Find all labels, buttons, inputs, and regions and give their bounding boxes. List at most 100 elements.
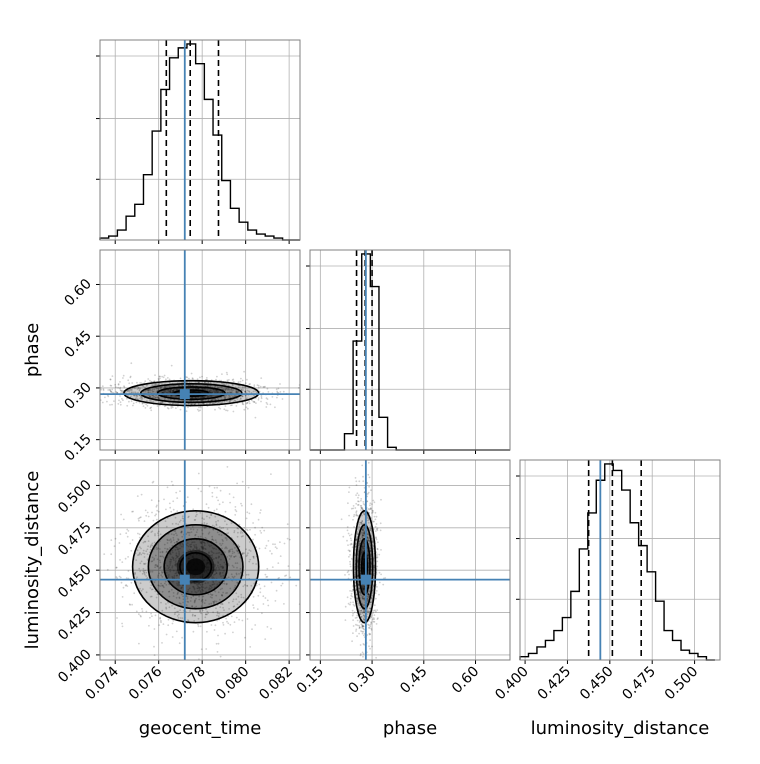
xlabel-luminosity-distance: luminosity_distance — [531, 718, 710, 739]
scatter-point — [232, 410, 235, 413]
scatter-point — [246, 378, 248, 381]
scatter-point — [249, 550, 252, 552]
scatter-point — [344, 619, 347, 621]
contour-line — [173, 389, 209, 398]
scatter-point — [170, 480, 173, 483]
scatter-point — [180, 531, 183, 534]
y-tick-label: 0.30 — [61, 379, 94, 412]
scatter-point — [286, 523, 289, 526]
scatter-point — [219, 407, 222, 410]
scatter-point — [111, 403, 113, 406]
scatter-point — [266, 626, 269, 628]
scatter-point — [196, 378, 199, 381]
scatter-point — [200, 545, 203, 548]
scatter-point — [192, 378, 194, 380]
scatter-point — [222, 388, 225, 391]
scatter-point — [225, 394, 228, 397]
scatter-point — [141, 402, 144, 405]
scatter-point — [356, 619, 359, 622]
scatter-point — [175, 560, 177, 562]
scatter-point — [242, 535, 244, 537]
y-tick-label: 0.450 — [55, 562, 95, 602]
scatter-point — [361, 464, 364, 467]
scatter-point — [359, 509, 362, 511]
scatter-point — [369, 507, 372, 510]
scatter-point — [276, 390, 279, 393]
scatter-point — [371, 509, 374, 512]
scatter-point — [125, 532, 128, 535]
scatter-point — [128, 382, 131, 385]
scatter-point — [275, 388, 278, 391]
scatter-point — [163, 498, 165, 501]
scatter-point — [169, 506, 172, 509]
scatter-point — [141, 397, 144, 400]
scatter-point — [227, 564, 230, 567]
scatter-point — [155, 396, 157, 399]
scatter-point — [167, 385, 170, 388]
scatter-point — [131, 603, 134, 606]
scatter-point — [359, 644, 362, 646]
scatter-point — [247, 552, 249, 555]
scatter-point — [229, 395, 231, 397]
scatter-point — [187, 545, 190, 548]
scatter-point — [140, 396, 143, 399]
scatter-point — [206, 385, 209, 387]
joint-panel-geocent-time-luminosity-distance: 0.074 0.076 0.078 0.080 0.082 0.4000.4250.450… — [55, 459, 301, 703]
scatter-point — [228, 558, 231, 560]
scatter-point — [172, 388, 175, 391]
scatter-point — [283, 542, 286, 545]
scatter-point — [232, 496, 235, 499]
scatter-point — [158, 590, 161, 593]
scatter-point — [375, 656, 377, 659]
scatter-point — [119, 386, 122, 389]
scatter-point — [213, 509, 216, 512]
scatter-point — [119, 401, 122, 404]
scatter-point — [190, 545, 193, 548]
scatter-point — [223, 400, 226, 403]
scatter-point — [109, 378, 112, 381]
scatter-point — [236, 390, 238, 393]
scatter-point — [182, 545, 185, 548]
scatter-point — [159, 567, 161, 570]
scatter-point — [344, 574, 346, 576]
scatter-point — [143, 520, 146, 522]
scatter-point — [225, 371, 228, 374]
joint-panel-geocent-time-phase: 0.15 0.30 0.45 0.60 — [61, 249, 301, 465]
scatter-point — [231, 389, 234, 392]
scatter-point — [153, 388, 156, 391]
scatter-point — [159, 585, 162, 587]
truth-marker — [360, 574, 371, 585]
scatter-point — [212, 581, 215, 584]
scatter-point — [352, 518, 354, 521]
truth-marker — [179, 574, 190, 585]
scatter-point — [216, 564, 219, 567]
scatter-point — [229, 389, 231, 391]
scatter-point — [135, 401, 138, 404]
scatter-point — [190, 402, 193, 405]
scatter-point — [354, 477, 357, 479]
scatter-point — [101, 401, 104, 404]
scatter-point — [159, 555, 162, 558]
scatter-point — [349, 597, 352, 600]
scatter-point — [266, 403, 269, 405]
scatter-point — [360, 507, 363, 509]
scatter-point — [187, 402, 190, 405]
scatter-point — [130, 395, 132, 398]
scatter-point — [224, 510, 227, 513]
scatter-point — [109, 384, 112, 387]
scatter-point — [232, 378, 235, 381]
scatter-point — [355, 480, 358, 483]
scatter-point — [220, 386, 222, 389]
scatter-point — [151, 384, 153, 387]
scatter-point — [243, 370, 246, 373]
scatter-point — [253, 386, 256, 388]
scatter-point — [248, 383, 251, 386]
scatter-point — [232, 631, 234, 634]
scatter-point — [219, 655, 222, 658]
scatter-point — [225, 383, 228, 385]
scatter-point — [177, 591, 179, 594]
scatter-point — [159, 617, 162, 620]
scatter-point — [122, 518, 125, 521]
scatter-point — [197, 387, 200, 390]
scatter-point — [110, 539, 113, 541]
